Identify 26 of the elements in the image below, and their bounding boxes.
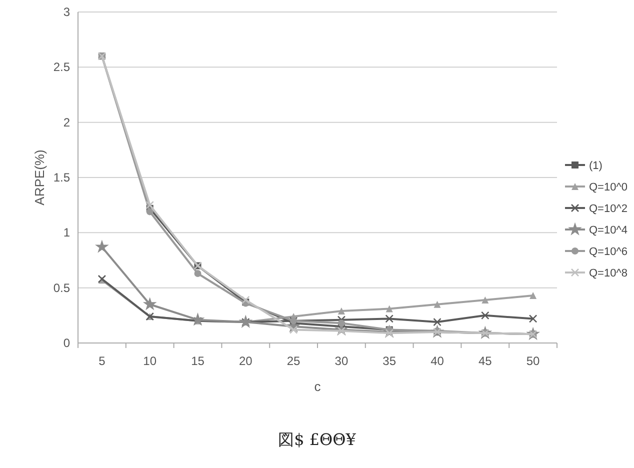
y-tick-label: 0 — [63, 336, 70, 350]
y-tick-label: 1 — [63, 226, 70, 240]
x-tick-label: 40 — [430, 354, 444, 368]
x-axis-title: c — [314, 379, 322, 394]
y-axis-title: ARPE(%) — [32, 150, 47, 206]
y-tick-label: 2 — [63, 115, 70, 130]
x-tick-label: 30 — [334, 354, 348, 368]
x-tick-label: 15 — [191, 354, 205, 368]
x-tick-label: 5 — [98, 354, 106, 368]
legend-label: Q=10^0 — [589, 182, 628, 194]
y-tick-label: 0.5 — [53, 280, 70, 295]
x-tick-label: 10 — [143, 354, 157, 368]
legend-label: Q=10^2 — [589, 203, 628, 215]
legend-label: Q=10^6 — [589, 246, 628, 258]
legend-label: (1) — [589, 160, 602, 172]
y-tick-label: 1.5 — [53, 170, 70, 184]
legend-label: Q=10^8 — [589, 268, 628, 280]
x-tick-label: 35 — [382, 354, 396, 368]
x-tick-label: 45 — [478, 354, 492, 368]
legend-label: Q=10^4 — [589, 224, 628, 236]
y-tick-label: 2.5 — [53, 60, 70, 74]
y-tick-label: 3 — [63, 5, 70, 19]
x-tick-label: 50 — [526, 354, 540, 368]
x-tick-label: 25 — [286, 354, 301, 368]
x-tick-label: 20 — [238, 354, 253, 368]
text: 図$ £ΘΘ¥ — [278, 430, 357, 449]
